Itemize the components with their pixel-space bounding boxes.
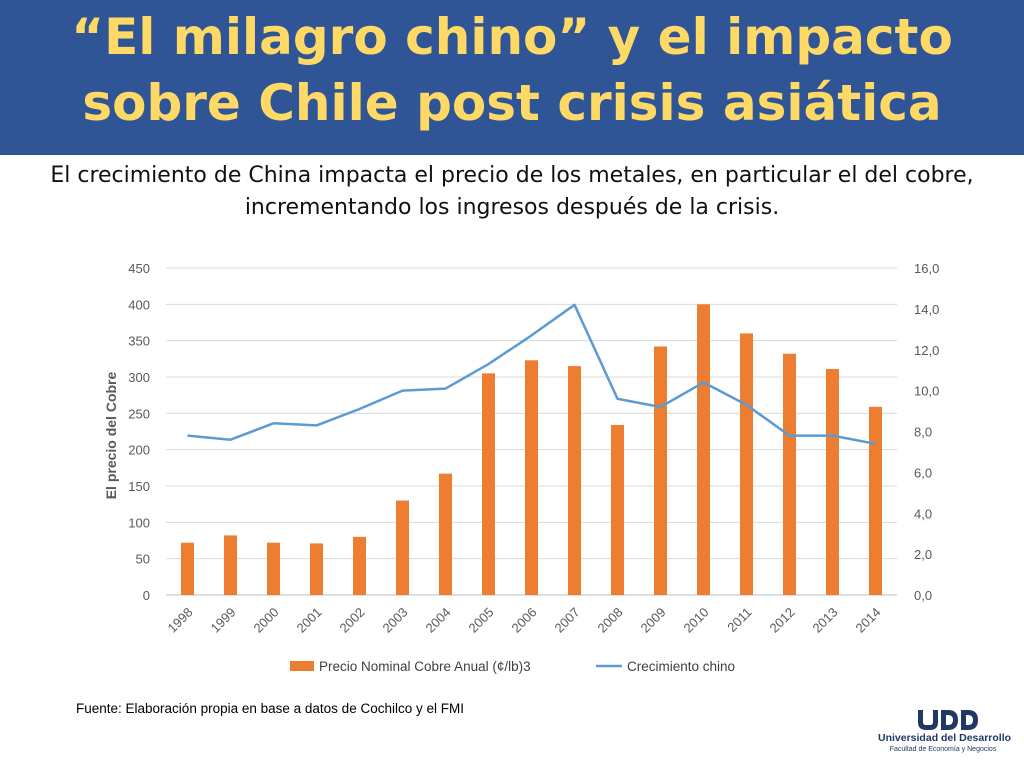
bar <box>869 406 882 595</box>
y-tick-label: 50 <box>136 552 150 567</box>
x-tick-label: 2002 <box>337 605 368 636</box>
bar <box>525 360 538 595</box>
title-bar: “El milagro chino” y el impacto sobre Ch… <box>0 0 1024 155</box>
bar <box>654 346 667 595</box>
bar <box>396 500 409 595</box>
x-tick-label: 2004 <box>423 605 454 636</box>
legend-label-line: Crecimiento chino <box>627 659 735 674</box>
x-tick-label: 2007 <box>552 605 583 636</box>
y2-tick-label: 4,0 <box>914 506 932 521</box>
y2-tick-label: 16,0 <box>914 261 939 276</box>
y-axis-title: El precio del Cobre <box>103 371 119 499</box>
x-tick-label: 1999 <box>208 605 239 636</box>
y-tick-label: 150 <box>128 479 150 494</box>
y-tick-label: 0 <box>143 588 150 603</box>
title-line-1: “El milagro chino” y el impacto <box>71 8 953 66</box>
y2-tick-label: 0,0 <box>914 588 932 603</box>
x-tick-label: 2000 <box>251 605 282 636</box>
x-tick-label: 2006 <box>509 605 540 636</box>
udd-logo: Universidad del Desarrollo Facultad de E… <box>878 708 1012 763</box>
bar <box>224 535 237 595</box>
series-line <box>187 303 876 446</box>
slide-title: “El milagro chino” y el impacto sobre Ch… <box>0 4 1024 136</box>
x-tick-label: 2001 <box>294 605 325 636</box>
y2-tick-label: 10,0 <box>914 384 939 399</box>
y-tick-label: 350 <box>128 334 150 349</box>
bar <box>826 369 839 595</box>
legend-swatch-bars <box>290 661 314 671</box>
y-tick-label: 300 <box>128 370 150 385</box>
udd-logo-mark <box>918 710 978 730</box>
x-tick-label: 2005 <box>466 605 497 636</box>
bar <box>267 542 280 595</box>
y-tick-label: 100 <box>128 515 150 530</box>
y-tick-label: 450 <box>128 261 150 276</box>
bar <box>181 542 194 595</box>
x-tick-label: 1998 <box>165 605 196 636</box>
y-tick-label: 200 <box>128 443 150 458</box>
bar <box>740 333 753 595</box>
x-tick-label: 2013 <box>810 605 841 636</box>
logo-university-name: Universidad del Desarrollo <box>878 732 1012 744</box>
source-note: Fuente: Elaboración propia en base a dat… <box>76 701 464 716</box>
y2-tick-label: 8,0 <box>914 425 932 440</box>
bar <box>482 373 495 595</box>
logo-faculty-name: Facultad de Economía y Negocios <box>889 746 997 753</box>
y2-tick-label: 14,0 <box>914 302 939 317</box>
x-tick-label: 2008 <box>595 605 626 636</box>
bar <box>697 304 710 595</box>
x-tick-label: 2003 <box>380 605 411 636</box>
slide-subtitle: El crecimiento de China impacta el preci… <box>50 163 974 220</box>
bar <box>310 543 323 595</box>
bar <box>611 424 624 595</box>
y2-tick-label: 6,0 <box>914 465 932 480</box>
y-tick-label: 400 <box>128 297 150 312</box>
y2-tick-label: 2,0 <box>914 547 932 562</box>
x-tick-label: 2010 <box>681 605 712 636</box>
bar <box>353 536 366 595</box>
x-tick-label: 2009 <box>638 605 669 636</box>
bar <box>568 366 581 595</box>
bar <box>439 473 452 595</box>
y-tick-label: 250 <box>128 406 150 421</box>
title-line-2: sobre Chile post crisis asiática <box>82 74 942 132</box>
x-tick-label: 2012 <box>767 605 798 636</box>
x-tick-label: 2011 <box>724 605 754 635</box>
y2-tick-label: 12,0 <box>914 343 939 358</box>
bar <box>783 353 796 595</box>
legend-label-bars: Precio Nominal Cobre Anual (¢/lb)3 <box>319 659 531 674</box>
chart: 0 50 100 150 200 250 300 350 400 450 0,0 2,0 4,0 6,0 8… <box>103 261 939 674</box>
x-tick-label: 2014 <box>853 605 884 636</box>
